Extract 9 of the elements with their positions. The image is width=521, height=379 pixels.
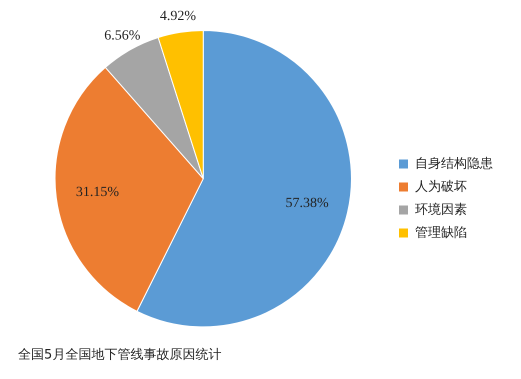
legend-label: 环境因素 <box>415 201 467 218</box>
data-label: 6.56% <box>104 28 141 44</box>
data-label: 31.15% <box>76 185 120 200</box>
data-label: 57.38% <box>286 196 330 211</box>
legend-label: 人为破坏 <box>415 179 467 194</box>
legend-label: 自身结构隐患 <box>415 156 493 172</box>
legend-label: 管理缺陷 <box>415 225 467 240</box>
text: 全国5月全国地下管线事故原因统计 <box>18 348 222 363</box>
data-label: 4.92% <box>160 9 196 24</box>
